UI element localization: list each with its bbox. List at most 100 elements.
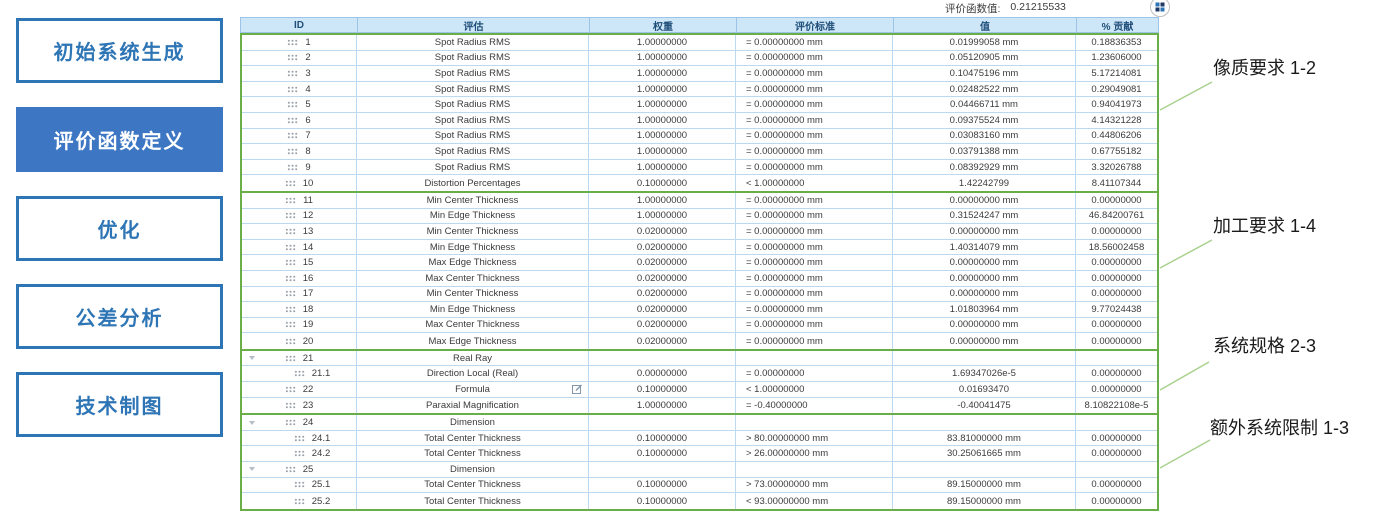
cell-value: 0.10475196 mm [893,66,1076,81]
table-row[interactable]: 10 Distortion Percentages 0.10000000 < 1.00… [242,175,1157,191]
cell-contribution: 3.32026788 [1076,160,1157,175]
cell-criteria-text: = 0.00000000 mm [746,130,823,142]
table-row[interactable]: 25.1 Total Center Thickness 0.10000000 > 73… [242,477,1157,494]
row-id: 2 [305,52,311,64]
sidebar-item-merit-function[interactable]: 评价函数定义 [16,107,223,172]
cell-value-text: 0.02482522 mm [949,83,1019,95]
drag-handle-icon[interactable] [284,212,296,220]
drag-handle-icon[interactable] [287,147,299,155]
cell-value: 0.01999058 mm [893,35,1076,50]
table-row[interactable]: 12 Min Edge Thickness 1.00000000 = 0.000000… [242,208,1157,225]
drag-handle-icon[interactable] [284,465,296,473]
table-row[interactable]: 8 Spot Radius RMS 1.00000000 = 0.00000000 m… [242,144,1157,160]
table-row[interactable]: 3 Spot Radius RMS 1.00000000 = 0.00000000 m… [242,66,1157,82]
drag-handle-icon[interactable] [287,54,299,62]
cell-criteria: < 1.00000000 [736,382,893,397]
table-row[interactable]: 9 Spot Radius RMS 1.00000000 = 0.00000000 m… [242,159,1157,176]
collapse-arrow-icon[interactable] [249,356,255,361]
cell-evaluation: Spot Radius RMS [357,112,589,128]
sidebar-item-tolerance-analysis[interactable]: 公差分析 [16,284,223,349]
row-id: 25 [302,463,314,475]
table-row[interactable]: 5 Spot Radius RMS 1.00000000 = 0.00000000 m… [242,97,1157,113]
drag-handle-icon[interactable] [284,227,296,235]
cell-id: 5 [242,97,357,112]
drag-handle-icon[interactable] [284,385,296,393]
drag-handle-icon[interactable] [293,450,305,458]
cell-evaluation-text: Max Center Thickness [425,319,520,331]
table-row[interactable]: 13 Min Center Thickness 0.02000000 = 0.0000… [242,224,1157,240]
table-row[interactable]: 24 Dimension [242,415,1157,431]
table-row[interactable]: 4 Spot Radius RMS 1.00000000 = 0.00000000 m… [242,81,1157,98]
table-row[interactable]: 24.1 Total Center Thickness 0.10000000 > 80… [242,430,1157,447]
table-row[interactable]: 24.2 Total Center Thickness 0.10000000 > 26… [242,446,1157,463]
table-row[interactable]: 25.2 Total Center Thickness 0.10000000 < 93… [242,493,1157,509]
drag-handle-icon[interactable] [284,290,296,298]
cell-contribution: 0.00000000 [1076,271,1157,286]
drag-handle-icon[interactable] [284,337,296,345]
drag-handle-icon[interactable] [284,354,296,362]
table-row[interactable]: 21 Real Ray [242,350,1157,367]
table-row[interactable]: 1 Spot Radius RMS 1.00000000 = 0.00000000 m… [242,35,1157,51]
table-row[interactable]: 14 Min Edge Thickness 0.02000000 = 0.000000… [242,239,1157,256]
table-row[interactable]: 7 Spot Radius RMS 1.00000000 = 0.00000000 m… [242,128,1157,145]
drag-handle-icon[interactable] [287,132,299,140]
table-row[interactable]: 23 Paraxial Magnification 1.00000000 = -0.4… [242,397,1157,414]
collapse-arrow-icon[interactable] [249,467,255,472]
drag-handle-icon[interactable] [293,497,305,505]
table-row[interactable]: 11 Min Center Thickness 1.00000000 = 0.0000… [242,192,1157,209]
cell-weight: 1.00000000 [589,128,736,144]
drag-handle-icon[interactable] [284,259,296,267]
drag-handle-icon[interactable] [284,419,296,427]
table-row[interactable]: 18 Min Edge Thickness 0.02000000 = 0.000000… [242,302,1157,318]
drag-handle-icon[interactable] [287,163,299,171]
cell-id: 24.1 [242,430,357,446]
table-row[interactable]: 17 Min Center Thickness 0.02000000 = 0.0000… [242,286,1157,303]
drag-handle-icon[interactable] [284,274,296,282]
table-row[interactable]: 22 Formula 0.10000000 < 1.00000000 0.0169347… [242,382,1157,398]
drag-handle-icon[interactable] [287,85,299,93]
drag-handle-icon[interactable] [287,116,299,124]
drag-handle-icon[interactable] [293,481,305,489]
table-row[interactable]: 25 Dimension [242,462,1157,478]
cell-criteria: = 0.00000000 mm [736,302,893,317]
table-row[interactable]: 19 Max Center Thickness 0.02000000 = 0.0000… [242,317,1157,334]
cell-contribution-text: 0.00000000 [1091,272,1142,284]
drag-handle-icon[interactable] [287,101,299,109]
view-grid-button[interactable] [1149,0,1171,18]
drag-handle-icon[interactable] [284,179,296,187]
drag-handle-icon[interactable] [293,434,305,442]
cell-contribution-text: 0.29049081 [1091,83,1142,95]
sidebar-item-technical-drawing[interactable]: 技术制图 [16,372,223,437]
collapse-arrow-icon[interactable] [249,420,255,425]
sidebar-item-initial-system[interactable]: 初始系统生成 [16,18,223,83]
table-row[interactable]: 2 Spot Radius RMS 1.00000000 = 0.00000000 m… [242,50,1157,67]
cell-criteria: = 0.00000000 mm [736,239,893,255]
cell-criteria [736,462,893,477]
row-id: 18 [302,303,314,315]
cell-weight-text: 0.10000000 [636,448,688,460]
drag-handle-icon[interactable] [285,196,297,204]
drag-handle-icon[interactable] [284,321,296,329]
drag-handle-icon[interactable] [284,305,296,313]
table-row[interactable]: 20 Max Edge Thickness 0.02000000 = 0.000000… [242,333,1157,349]
drag-handle-icon[interactable] [284,401,296,409]
drag-handle-icon[interactable] [287,69,299,77]
row-id: 24.2 [311,448,331,460]
cell-contribution: 46.84200761 [1076,209,1157,224]
cell-value: 0.00000000 mm [893,317,1076,333]
edit-formula-icon[interactable] [572,384,583,397]
cell-contribution-text: 0.00000000 [1091,448,1142,460]
cell-criteria-text: = 0.00000000 mm [746,272,823,284]
cell-contribution: 0.29049081 [1076,82,1157,97]
sidebar-item-optimization[interactable]: 优化 [16,196,223,261]
cell-weight: 0.10000000 [589,382,736,397]
table-row[interactable]: 15 Max Edge Thickness 0.02000000 = 0.000000… [242,255,1157,271]
table-header-row: ID 评估 权重 评价标准 值 % 贡献 [240,17,1159,33]
drag-handle-icon[interactable] [287,38,299,46]
table-row[interactable]: 21.1 Direction Local (Real) 0.00000000 = 0.… [242,366,1157,383]
drag-handle-icon[interactable] [293,370,305,378]
cell-weight: 1.00000000 [589,35,736,50]
table-row[interactable]: 16 Max Center Thickness 0.02000000 = 0.0000… [242,270,1157,287]
drag-handle-icon[interactable] [284,243,296,251]
table-row[interactable]: 6 Spot Radius RMS 1.00000000 = 0.00000000 m… [242,112,1157,129]
